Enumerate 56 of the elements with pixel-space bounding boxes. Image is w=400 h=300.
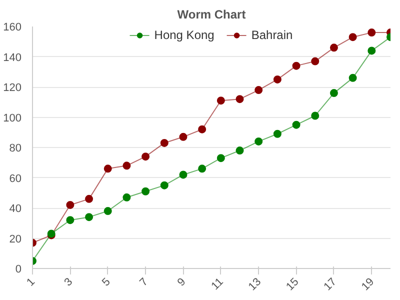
x-tick-label: 9	[175, 276, 188, 289]
point	[348, 74, 357, 82]
point	[142, 187, 150, 196]
point	[66, 200, 74, 209]
point	[179, 132, 188, 141]
chart-title: Worm Chart	[177, 8, 246, 22]
y-tick-label: 120	[3, 82, 22, 94]
x-tick-label: 17	[322, 276, 339, 294]
y-tick-label: 80	[9, 142, 22, 154]
point	[104, 164, 112, 173]
point	[368, 46, 376, 55]
point	[85, 213, 94, 222]
point	[216, 154, 225, 162]
y-tick-label: 160	[3, 22, 22, 34]
point	[254, 86, 263, 94]
point	[236, 146, 244, 155]
point	[66, 216, 74, 224]
y-tick-label: 0	[15, 264, 22, 276]
point	[273, 130, 282, 138]
x-tick-label: 19	[359, 276, 377, 294]
point	[273, 75, 282, 84]
point	[216, 96, 225, 105]
y-tick-label: 40	[9, 203, 22, 215]
point	[330, 89, 338, 98]
point	[368, 28, 376, 37]
y-tick-label: 60	[9, 172, 22, 185]
y-tick-label: 100	[3, 112, 22, 124]
point	[160, 138, 168, 147]
x-tick-label: 7	[138, 276, 151, 289]
point	[160, 181, 168, 190]
x-tick-label: 11	[209, 276, 226, 293]
point	[292, 120, 300, 129]
point	[292, 62, 300, 70]
point	[85, 194, 94, 203]
point	[198, 125, 206, 134]
point	[122, 162, 131, 170]
point	[311, 112, 320, 120]
point	[330, 44, 338, 52]
point	[236, 95, 244, 104]
point	[142, 152, 150, 161]
legend-label: Hong Kong	[154, 28, 214, 42]
point	[254, 137, 263, 146]
y-tick-label: 20	[9, 233, 22, 246]
point	[198, 164, 206, 173]
x-tick-label: 13	[246, 276, 264, 294]
point	[311, 57, 320, 66]
x-tick-label: 15	[284, 276, 302, 294]
y-tick-label: 140	[3, 52, 22, 64]
legend-label: Bahrain	[251, 28, 293, 42]
point	[348, 33, 357, 42]
x-tick-label: 1	[24, 276, 38, 289]
point	[104, 207, 112, 216]
x-tick-label: 3	[62, 276, 76, 289]
point	[179, 170, 188, 179]
point	[122, 193, 131, 202]
x-tick-label: 5	[100, 276, 113, 289]
